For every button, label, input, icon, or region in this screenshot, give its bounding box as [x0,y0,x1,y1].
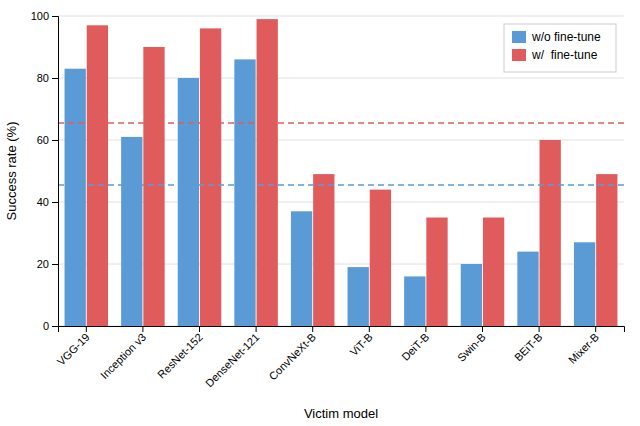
y-tick-label: 100 [31,10,49,22]
x-tick-label: Swin-B [455,331,488,364]
x-tick: VGG-19 [55,326,92,368]
plot: VGG-19Inception v3ResNet-152DenseNet-121… [31,10,625,389]
y-tick-mark [52,78,58,79]
grid-line [58,140,624,141]
bar [574,242,595,326]
x-tick-label: VGG-19 [55,331,92,368]
x-tick: Mixer-B [566,326,601,366]
y-axis: 0 20 40 60 80 100 [31,10,59,332]
x-tick: DenseNet-121 [203,326,262,389]
bar [426,218,447,327]
bar [178,78,199,326]
bar [87,25,108,326]
x-tick-mark [595,326,596,332]
legend-box [504,24,616,72]
x-tick-label: DenseNet-121 [203,331,262,390]
bar [517,252,538,326]
grid [58,16,624,326]
bar [348,267,369,326]
bar [483,218,504,327]
x-tick-mark [256,326,257,332]
y-tick-mark [52,264,58,265]
bar [257,19,278,326]
bar-series [87,19,618,326]
reference-line [58,122,624,124]
x-tick: Swin-B [455,326,488,364]
x-tick-mark [425,326,426,332]
bar [540,140,561,326]
bar [200,28,221,326]
x-tick-mark [369,326,370,332]
x-tick-mark [142,326,143,332]
x-tick-label: ViT-B [347,331,374,358]
bar [291,211,312,326]
y-tick-mark [52,16,58,17]
bar [461,264,482,326]
legend-item: w/ fine-tune [512,48,598,62]
legend-label: w/o fine-tune [531,30,601,44]
y-tick-label: 0 [43,320,49,332]
legend-swatch [512,31,526,43]
bar [234,59,255,326]
legend-label: w/ fine-tune [531,48,598,62]
x-tick-mark [86,326,87,332]
y-tick: 0 [43,320,58,332]
x-axis-line [59,327,625,333]
y-tick-label: 20 [37,258,49,270]
bar [143,47,164,326]
x-tick: ViT-B [347,326,374,358]
x-tick-label: Mixer-B [566,331,601,366]
legend-item: w/o fine-tune [512,30,601,44]
bar [370,190,391,326]
y-tick-label: 40 [37,196,49,208]
x-tick-mark [539,326,540,332]
x-axis-title: Victim model [304,406,378,421]
legend-swatch [512,49,526,61]
y-tick: 20 [37,258,58,270]
bar [65,69,86,326]
bar [121,137,142,326]
y-tick: 40 [37,196,58,208]
grid-line [58,202,624,203]
legend: w/o fine-tune w/ fine-tune [504,24,616,72]
bar [404,276,425,326]
x-tick-mark [482,326,483,332]
y-tick-label: 60 [37,134,49,146]
y-tick: 60 [37,134,58,146]
y-tick-mark [52,326,58,327]
y-tick: 100 [31,10,58,22]
x-tick-mark [312,326,313,332]
chart: VGG-19Inception v3ResNet-152DenseNet-121… [0,0,640,426]
marks [58,19,624,326]
bar [313,174,334,326]
x-tick-label: ConvNeXt-B [266,331,318,383]
reference-line [58,184,624,186]
x-tick-label: Inception v3 [98,331,148,381]
x-tick-label: DeiT-B [399,331,431,363]
y-axis-title: Success rate (%) [4,122,19,221]
grid-line [58,264,624,265]
y-tick-mark [52,202,58,203]
x-tick: DeiT-B [399,326,431,363]
x-tick-label: BEiT-B [512,331,545,364]
bar [596,174,617,326]
y-tick-label: 80 [37,72,49,84]
x-tick: ResNet-152 [155,326,205,381]
x-tick: Inception v3 [98,326,148,381]
x-tick-mark [199,326,200,332]
grid-line [58,16,624,17]
x-tick: BEiT-B [512,326,545,363]
x-tick: ConvNeXt-B [266,326,318,382]
y-axis-line [52,17,59,327]
x-tick-label: ResNet-152 [155,331,205,381]
x-axis: VGG-19Inception v3ResNet-152DenseNet-121… [55,326,625,389]
y-tick: 80 [37,72,58,84]
y-tick-mark [52,140,58,141]
grid-line [58,78,624,79]
